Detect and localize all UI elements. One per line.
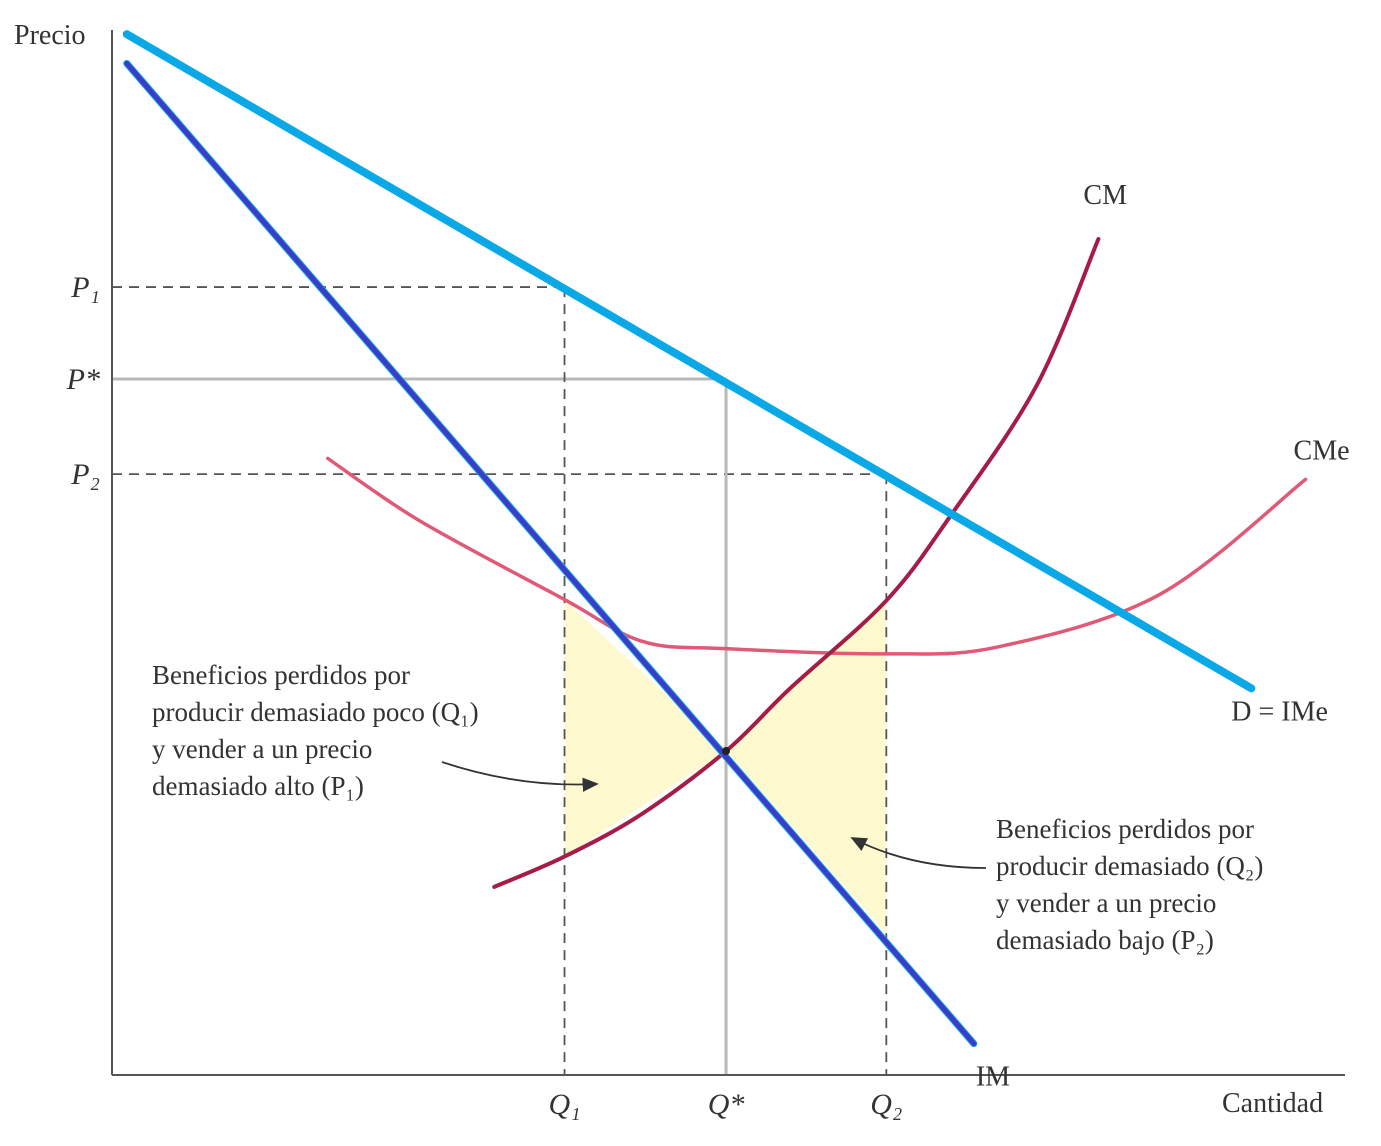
y-axis-title: Precio	[14, 20, 86, 51]
x-tick-label-q: Q₂	[870, 1088, 902, 1121]
y-tick-label-p: P₂	[70, 458, 100, 491]
y-tick-label-p: P₁	[70, 271, 100, 304]
guide-lines	[112, 286, 888, 1075]
annotations: Beneficios perdidos por producir demasia…	[152, 660, 1270, 955]
optimum-point	[722, 747, 731, 756]
lost-profit-left-area	[564, 599, 727, 857]
x-tick-label-q: Q₁	[548, 1088, 580, 1121]
curve-labels: D = IMe IM CM CMe	[976, 180, 1350, 1093]
y-tick-label-p: P*	[66, 363, 100, 396]
im-label: IM	[976, 1062, 1010, 1093]
annotation-right: Beneficios perdidos por producir demasia…	[996, 814, 1270, 955]
cme-curve	[326, 456, 1308, 656]
annotation-right-arrow	[850, 837, 987, 869]
x-tick-label-q: Q*	[708, 1088, 745, 1121]
cme-label: CMe	[1294, 435, 1350, 466]
im-curve	[124, 60, 977, 1047]
d-ime-label: D = IMe	[1231, 696, 1328, 727]
cm-curve	[492, 237, 1101, 889]
cm-label: CM	[1083, 180, 1127, 211]
x-axis-title: Cantidad	[1222, 1088, 1323, 1119]
annotation-left-arrow	[441, 761, 599, 792]
axes: Precio Cantidad	[14, 20, 1345, 1119]
tick-labels: P₁ P* P₂ Q₁ Q* Q₂	[66, 271, 903, 1121]
shaded-regions	[564, 599, 887, 934]
curves	[122, 30, 1308, 1048]
annotation-left: Beneficios perdidos por producir demasia…	[152, 660, 485, 801]
lost-profit-right-area	[726, 600, 887, 934]
d-ime-curve	[122, 30, 1256, 693]
